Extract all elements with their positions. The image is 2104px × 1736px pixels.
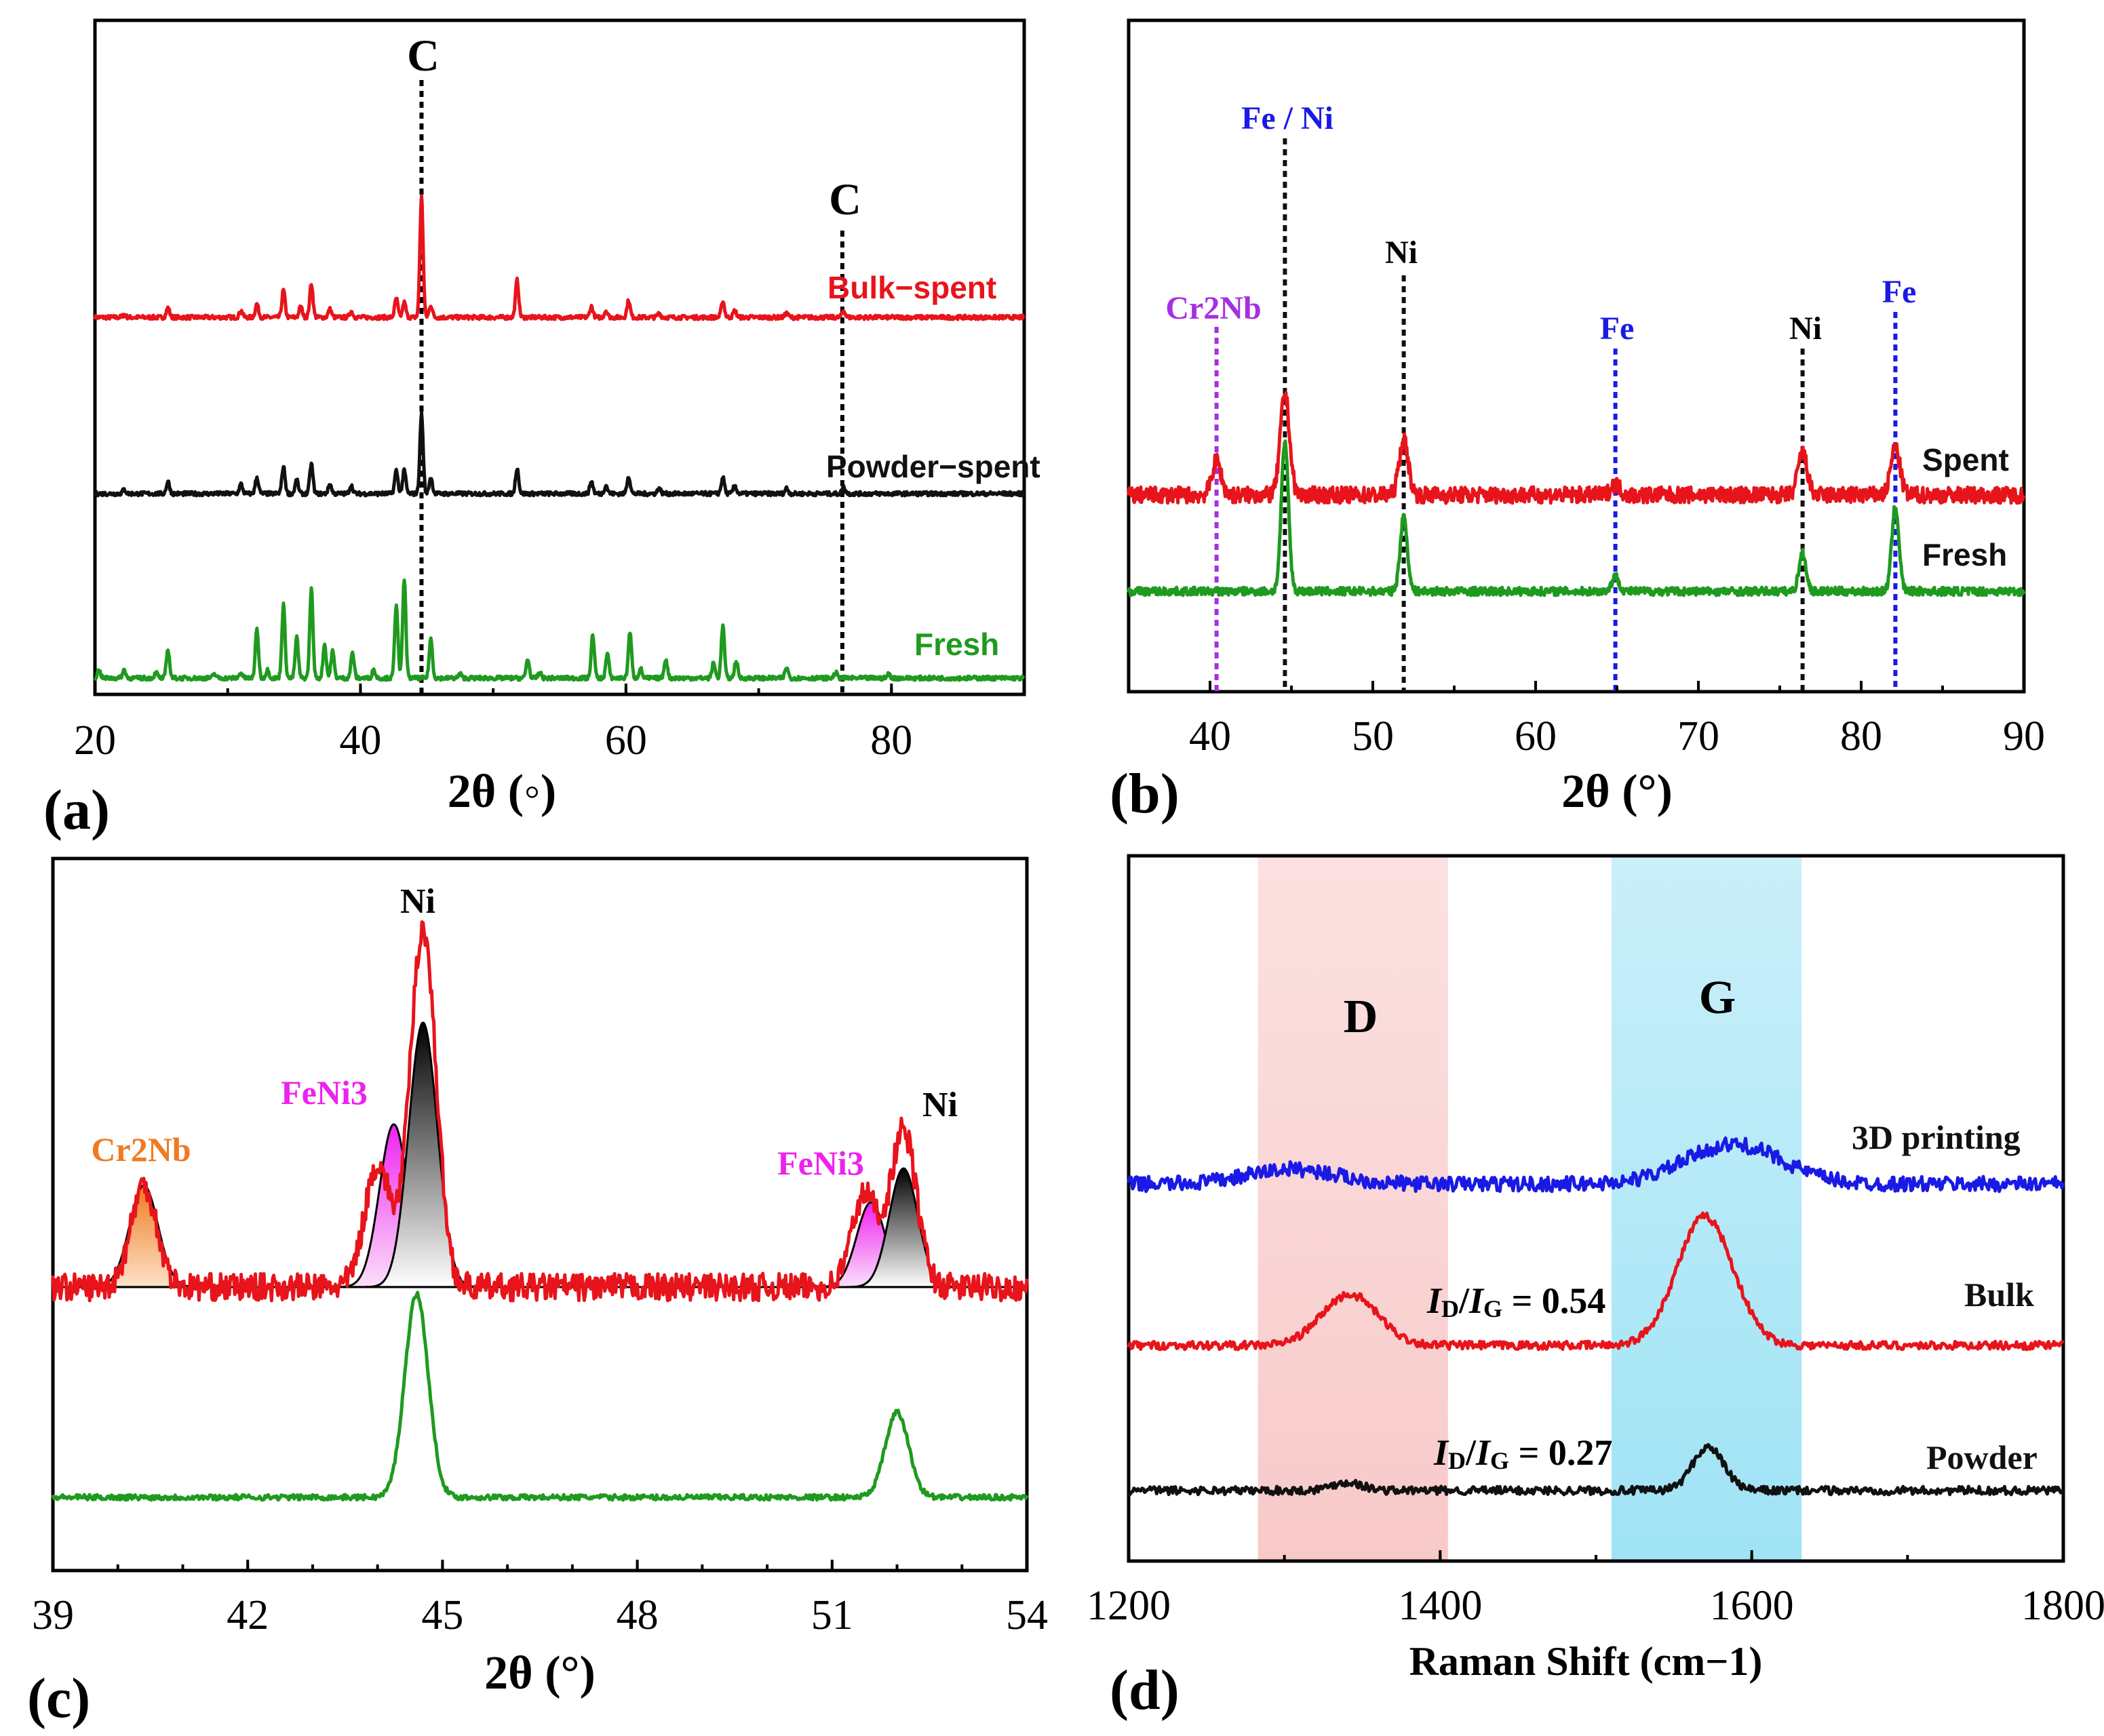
- panel-d-ratio-powder: ID/IG = 0.27: [1433, 1432, 1612, 1474]
- panel-d-band-label-d: D: [1344, 991, 1378, 1043]
- panel-c-tick-label-2: 45: [421, 1592, 463, 1638]
- panel-a-traces: [93, 194, 1026, 682]
- panel-b-series-label-spent: Spent: [1922, 442, 2009, 477]
- panel-d-series-label-3d: 3D printing: [1852, 1118, 2021, 1156]
- panel-b-peak-label-fe-ni: Fe / Ni: [1241, 100, 1333, 136]
- panel-b-tick-label-0: 40: [1189, 713, 1231, 760]
- panel-b-peak-label-ni1: Ni: [1385, 235, 1418, 271]
- panel-a: 20 40 60 80 C C Bulk−spent Powder−spent Fre…: [43, 18, 1040, 842]
- panel-a-tick-label-3: 80: [870, 717, 912, 764]
- panel-d-ratio-powder-value: 0.27: [1548, 1432, 1613, 1473]
- panel-b-series-label-fresh: Fresh: [1922, 537, 2007, 572]
- panel-b-peak-label-fe1: Fe: [1600, 311, 1635, 347]
- panel-b: 40 50 60 70 80 90 Cr2Nb Fe / Ni Ni Fe Ni Fe S…: [1110, 18, 2045, 825]
- panel-d: 1200 1400 1600 1800 D G 3D printing Bulk Po…: [1087, 854, 2104, 1722]
- panel-b-peak-label-cr2nb: Cr2Nb: [1165, 290, 1261, 326]
- panel-c-trace-fresh: [51, 1290, 1029, 1502]
- panel-c-tick-label-1: 42: [227, 1592, 269, 1638]
- panel-b-frame: [1127, 18, 2026, 694]
- panel-b-tick-label-5: 90: [2003, 713, 2045, 760]
- panel-a-peak-label-c2: C: [829, 175, 861, 224]
- panel-c: 39 42 45 48 51 54 Cr2Nb FeNi3 Ni FeNi3 Ni 2θ …: [27, 856, 1048, 1730]
- panel-c-tick-label-4: 51: [811, 1592, 853, 1638]
- panel-b-x-ticks: 40 50 60 70 80 90: [1127, 681, 2045, 760]
- panel-c-peak-label-feni3-1: FeNi3: [281, 1073, 368, 1111]
- panel-d-tick-label-0: 1200: [1087, 1583, 1171, 1629]
- panel-b-label: (b): [1110, 762, 1180, 825]
- panel-b-tick-label-2: 60: [1515, 713, 1557, 760]
- panel-d-ratio-bulk-value: 0.54: [1542, 1280, 1606, 1321]
- panel-d-band-label-g: G: [1699, 972, 1736, 1024]
- panel-b-trace-fresh: [1127, 439, 2026, 597]
- panel-d-traces: [1127, 1136, 2065, 1497]
- panel-b-trace-spent: [1127, 391, 2026, 505]
- panel-c-label: (c): [27, 1667, 90, 1730]
- panel-c-tick-label-5: 54: [1006, 1592, 1048, 1638]
- panel-a-trace-bulk-spent: [93, 194, 1026, 321]
- panel-c-fitted-peak-0: [86, 1184, 201, 1288]
- panel-d-tick-label-2: 1600: [1710, 1583, 1794, 1629]
- panel-d-bands: [1258, 856, 1802, 1561]
- panel-a-x-axis-title: 2θ (◦): [448, 766, 556, 818]
- panel-a-frame: [93, 18, 1026, 696]
- panel-a-series-label-fresh: Fresh: [914, 627, 999, 662]
- panel-b-peak-label-fe2: Fe: [1882, 274, 1917, 310]
- panel-c-tick-label-0: 39: [32, 1592, 74, 1638]
- panel-a-x-ticks: 20 40 60 80: [74, 684, 1026, 764]
- panel-c-trace-spent: [51, 920, 1029, 1303]
- panel-b-reference-lines: [1214, 138, 1898, 692]
- panel-a-reference-lines: [419, 80, 844, 694]
- panel-d-tick-label-1: 1400: [1398, 1583, 1482, 1629]
- panel-a-series-label-powder: Powder−spent: [826, 449, 1040, 484]
- panel-a-peak-label-c1: C: [407, 31, 440, 81]
- panel-b-x-axis-title: 2θ (°): [1561, 766, 1673, 818]
- panel-c-fitted-peaks: [53, 1021, 1027, 1288]
- panel-b-tick-label-1: 50: [1352, 713, 1394, 760]
- panel-c-peak-label-ni2: Ni: [922, 1086, 958, 1124]
- panel-a-tick-label-1: 40: [339, 717, 381, 764]
- panel-d-series-label-powder: Powder: [1926, 1438, 2038, 1476]
- panel-b-tick-label-3: 70: [1677, 713, 1719, 760]
- panel-a-tick-label-2: 60: [605, 717, 647, 764]
- panel-d-trace-bulk: [1127, 1211, 2065, 1352]
- panel-a-series-label-bulk: Bulk−spent: [827, 270, 996, 305]
- panel-d-x-ticks: 1200 1400 1600 1800: [1087, 1550, 2104, 1629]
- panel-a-label: (a): [43, 778, 110, 842]
- panel-d-ratio-bulk: ID/IG = 0.54: [1426, 1280, 1605, 1322]
- panel-c-frame: [51, 856, 1029, 1573]
- panel-d-tick-label-3: 1800: [2021, 1583, 2104, 1629]
- panel-c-peak-label-ni1: Ni: [400, 882, 435, 921]
- panel-d-band-D: [1258, 856, 1448, 1561]
- panel-a-tick-label-0: 20: [74, 717, 116, 764]
- panel-c-traces: [51, 920, 1029, 1502]
- panel-d-trace-3d-printing: [1127, 1136, 2065, 1194]
- panel-c-peak-label-cr2nb: Cr2Nb: [91, 1130, 191, 1168]
- panel-d-series-label-bulk: Bulk: [1964, 1276, 2034, 1314]
- panel-a-trace-fresh: [94, 578, 1026, 682]
- panel-d-label: (d): [1110, 1659, 1180, 1722]
- panel-a-trace-powder-spent: [93, 411, 1026, 498]
- panel-c-peak-label-feni3-2: FeNi3: [777, 1144, 864, 1182]
- panel-b-tick-label-4: 80: [1840, 713, 1882, 760]
- panel-d-x-axis-title: Raman Shift (cm−1): [1409, 1639, 1763, 1684]
- panel-d-band-G: [1611, 856, 1802, 1561]
- panel-b-traces: [1127, 391, 2026, 597]
- panel-c-x-ticks: 39 42 45 48 51 54: [32, 1560, 1048, 1638]
- panel-c-x-axis-title: 2θ (°): [484, 1647, 596, 1699]
- panel-b-peak-label-ni2: Ni: [1789, 311, 1822, 347]
- panel-c-tick-label-3: 48: [617, 1592, 659, 1638]
- panel-d-trace-powder: [1127, 1442, 2065, 1497]
